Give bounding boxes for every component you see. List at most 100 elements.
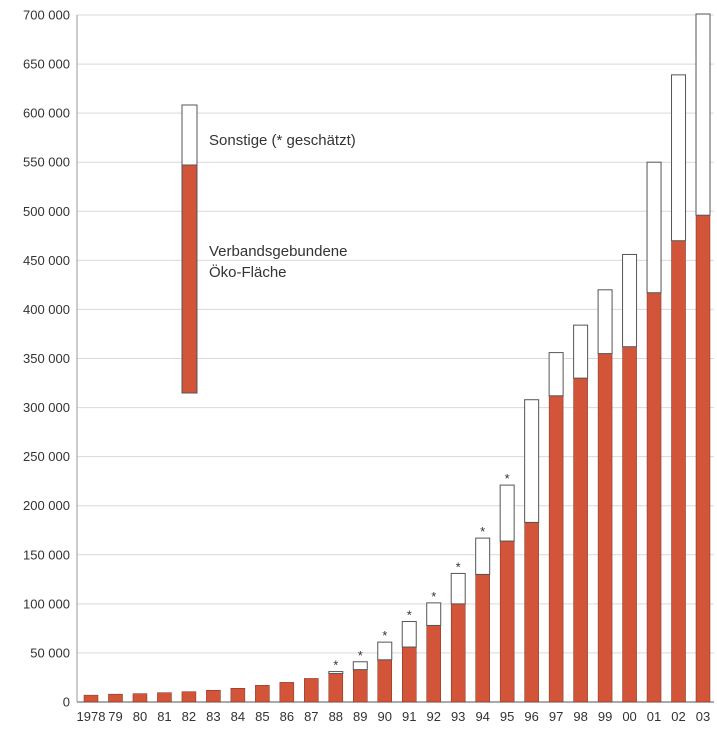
estimate-marker: * bbox=[431, 589, 436, 604]
y-tick-label: 600 000 bbox=[23, 106, 70, 121]
estimate-marker: * bbox=[382, 628, 387, 643]
bar-sonstige bbox=[573, 324, 589, 379]
x-tick-label: 99 bbox=[598, 709, 612, 724]
x-tick-label: 98 bbox=[573, 709, 587, 724]
bar-verband bbox=[548, 395, 564, 703]
bars bbox=[83, 13, 711, 703]
bar-sonstige bbox=[352, 661, 368, 671]
x-tick-label: 93 bbox=[451, 709, 465, 724]
estimate-marker: * bbox=[456, 559, 461, 574]
bar-verband bbox=[279, 682, 295, 703]
y-tick-label: 500 000 bbox=[23, 204, 70, 219]
y-tick-label: 0 bbox=[63, 695, 70, 710]
grid bbox=[77, 14, 714, 654]
bar-verband bbox=[671, 240, 686, 703]
x-tick-label: 88 bbox=[329, 709, 343, 724]
y-tick-label: 300 000 bbox=[23, 400, 70, 415]
bar-sonstige bbox=[597, 289, 613, 355]
x-tick-label: 95 bbox=[500, 709, 514, 724]
bar-verband bbox=[255, 685, 270, 703]
bar-sonstige bbox=[377, 641, 393, 661]
y-tick-label: 100 000 bbox=[23, 596, 70, 611]
bar-verband bbox=[499, 540, 515, 703]
y-tick-label: 200 000 bbox=[23, 498, 70, 513]
y-tick-label: 550 000 bbox=[23, 155, 70, 170]
x-tick-label: 96 bbox=[524, 709, 538, 724]
legend-label-verband-line2: Öko-Fläche bbox=[209, 263, 287, 281]
bar-verband bbox=[108, 693, 123, 703]
bar-sonstige bbox=[671, 74, 687, 242]
legend-swatch-verband bbox=[181, 164, 198, 394]
bar-verband bbox=[426, 625, 441, 703]
y-tick-label: 250 000 bbox=[23, 449, 70, 464]
x-tick-label: 87 bbox=[304, 709, 318, 724]
y-tick-label: 450 000 bbox=[23, 253, 70, 268]
bar-verband bbox=[695, 214, 711, 703]
bar-verband bbox=[622, 346, 637, 703]
estimate-marker: * bbox=[480, 524, 485, 539]
x-tick-label: 82 bbox=[182, 709, 196, 724]
x-tick-label: 84 bbox=[231, 709, 245, 724]
bar-verband bbox=[597, 353, 613, 703]
x-tick-label: 97 bbox=[549, 709, 563, 724]
bar-verband bbox=[83, 694, 99, 703]
bar-sonstige bbox=[499, 484, 515, 542]
legend: Sonstige (* geschätzt) Verbandsgebundene… bbox=[181, 104, 356, 394]
y-tick-label: 150 000 bbox=[23, 547, 70, 562]
x-tick-label: 79 bbox=[108, 709, 122, 724]
bar-verband bbox=[230, 688, 246, 703]
y-tick-label: 650 000 bbox=[23, 57, 70, 72]
estimate-marker: * bbox=[358, 648, 363, 663]
bar-verband bbox=[304, 678, 319, 703]
y-tick-label: 700 000 bbox=[23, 8, 70, 23]
estimate-marker: * bbox=[407, 608, 412, 623]
bar-sonstige bbox=[328, 671, 344, 675]
bar-verband bbox=[377, 659, 393, 703]
x-tick-label: 81 bbox=[157, 709, 171, 724]
x-tick-label: 89 bbox=[353, 709, 367, 724]
bar-sonstige bbox=[646, 161, 662, 294]
bar-sonstige bbox=[426, 602, 442, 626]
estimate-marker: * bbox=[505, 471, 510, 486]
bar-verband bbox=[573, 377, 588, 703]
bar-verband bbox=[401, 646, 417, 703]
x-tick-label: 85 bbox=[255, 709, 269, 724]
bar-verband bbox=[646, 292, 662, 703]
bar-sonstige bbox=[548, 352, 564, 397]
x-tick-label: 92 bbox=[426, 709, 440, 724]
bar-verband bbox=[206, 689, 221, 703]
estimate-markers: * * * * * * * * bbox=[333, 471, 509, 672]
bar-sonstige bbox=[695, 13, 711, 216]
estimate-marker: * bbox=[333, 658, 338, 673]
bar-verband bbox=[181, 691, 197, 703]
legend-label-sonstige: Sonstige (* geschätzt) bbox=[209, 132, 356, 149]
x-tick-label: 03 bbox=[696, 709, 710, 724]
bar-verband bbox=[450, 603, 466, 703]
x-tick-label: 80 bbox=[133, 709, 147, 724]
y-tick-label: 400 000 bbox=[23, 302, 70, 317]
x-tick-label: 86 bbox=[280, 709, 294, 724]
x-tick-label: 01 bbox=[647, 709, 661, 724]
bar-verband bbox=[157, 692, 172, 703]
bar-verband bbox=[475, 574, 490, 703]
bar-sonstige bbox=[524, 399, 540, 523]
legend-swatch-sonstige bbox=[181, 104, 198, 166]
bar-sonstige bbox=[622, 253, 638, 348]
bar-verband bbox=[524, 522, 539, 703]
bar-sonstige bbox=[450, 572, 466, 605]
x-tick-label: 02 bbox=[671, 709, 685, 724]
bar-sonstige bbox=[401, 621, 417, 648]
y-tick-label: 350 000 bbox=[23, 351, 70, 366]
x-tick-label: 90 bbox=[378, 709, 392, 724]
y-tick-label: 50 000 bbox=[30, 645, 70, 660]
legend-label-verband-line1: Verbandsgebundene bbox=[209, 243, 347, 260]
x-axis: 1978 79 80 81 82 83 84 85 86 87 88 89 90 91 92 93 94 95 96… bbox=[77, 709, 711, 724]
x-tick-label: 94 bbox=[475, 709, 489, 724]
bar-verband bbox=[353, 669, 368, 703]
bar-sonstige bbox=[475, 537, 491, 575]
x-tick-label: 83 bbox=[206, 709, 220, 724]
x-tick-label: 91 bbox=[402, 709, 416, 724]
x-tick-label: 1978 bbox=[77, 709, 106, 724]
bar-verband bbox=[132, 693, 148, 703]
